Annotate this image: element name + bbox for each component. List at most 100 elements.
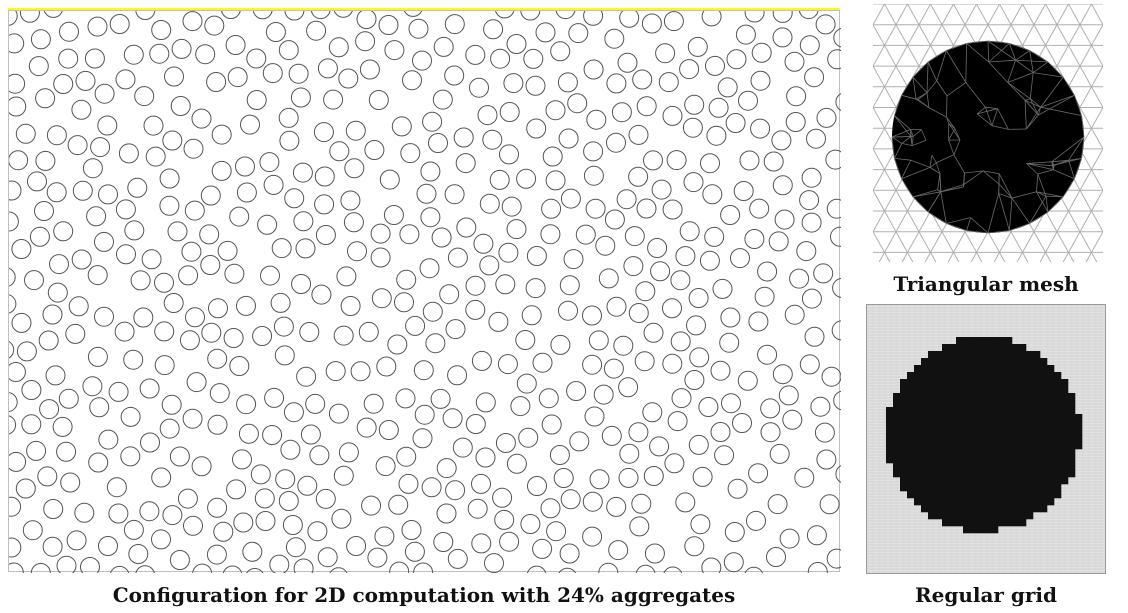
aggregate-circle [257, 214, 278, 235]
aggregate-circle [108, 381, 129, 402]
aggregate-circle [16, 341, 37, 362]
aggregate-circle [24, 270, 44, 291]
aggregate-circle [208, 298, 228, 319]
regular-grid-figure [867, 305, 1105, 573]
aggregate-circle [744, 229, 765, 249]
aggregate-circle [433, 36, 454, 57]
aggregate-circle [278, 107, 299, 128]
aggregate-circle [82, 158, 103, 179]
aggregate-circle [86, 206, 107, 227]
aggregate-circle [545, 100, 566, 121]
aggregate-circle [662, 298, 682, 319]
aggregate-circle [106, 477, 127, 498]
aggregate-circle [398, 473, 419, 494]
aggregate-circle [766, 547, 786, 567]
aggregate-circle [21, 414, 42, 435]
aggregate-circle [566, 381, 587, 401]
aggregate-circle [236, 295, 256, 316]
aggregate-circle [618, 377, 639, 398]
aggregate-circle [283, 402, 304, 423]
aggregate-circle [167, 221, 188, 242]
aggregate-circle [675, 492, 696, 513]
aggregate-circle [439, 284, 460, 305]
aggregate-circle [799, 35, 820, 56]
aggregate-circle [88, 452, 109, 473]
aggregate-circle [515, 330, 536, 350]
aggregate-circle [11, 312, 32, 333]
aggregate-circle [826, 548, 841, 569]
aggregate-circle [82, 376, 103, 397]
aggregate-circle [163, 293, 184, 313]
aggregate-circle [757, 261, 778, 282]
aggregate-circle [71, 99, 92, 120]
aggregate-circle [46, 125, 67, 146]
aggregate-circle [559, 275, 580, 296]
aggregate-circle [682, 117, 703, 138]
aggregate-circle [692, 466, 713, 487]
aggregate-circle [667, 411, 688, 432]
aggregate-circle [177, 488, 198, 509]
aggregate-circle [43, 499, 64, 519]
aggregate-circle [782, 409, 803, 430]
aggregate-circle [262, 425, 283, 445]
aggregate-circle [9, 415, 17, 435]
aggregate-circle [558, 300, 578, 321]
aggregate-circle [471, 350, 492, 371]
aggregate-circle [662, 353, 683, 374]
aggregate-circle [422, 301, 443, 322]
aggregate-circle [699, 250, 720, 271]
aggregate-circle [236, 394, 257, 415]
aggregate-circle [717, 77, 738, 98]
aggregate-circle [540, 224, 561, 245]
aggregate-circle [455, 153, 476, 174]
aggregate-circle [15, 123, 36, 144]
aggregate-circle [211, 160, 232, 181]
aggregate-circle [140, 432, 160, 453]
aggregate-circle [403, 11, 423, 17]
aggregate-circle [49, 254, 69, 275]
aggregate-circle [475, 392, 496, 413]
aggregate-circle [804, 67, 825, 88]
aggregate-circle [68, 296, 89, 317]
aggregate-circle [606, 73, 627, 94]
aggregate-circle [727, 478, 748, 499]
aggregate-circle [252, 11, 273, 20]
aggregate-circle [207, 414, 228, 435]
aggregate-circle [595, 235, 616, 256]
aggregate-circle [488, 311, 509, 332]
aggregate-circle [670, 331, 691, 352]
aggregate-circle [643, 466, 664, 486]
aggregate-circle [254, 488, 275, 509]
aggregate-circle [499, 144, 519, 165]
aggregate-circle [87, 265, 108, 286]
aggregate-circle [278, 491, 299, 511]
aggregate-circle [748, 311, 769, 332]
aggregate-circle [810, 396, 831, 417]
aggregate-circle [259, 152, 280, 173]
aggregate-circle [183, 515, 203, 536]
aggregate-circle [619, 443, 640, 464]
aggregate-circle [560, 188, 581, 209]
aggregate-circle [520, 514, 541, 534]
aggregate-circle [169, 550, 190, 570]
aggregate-circle [162, 505, 183, 526]
aggregate-circle [315, 488, 336, 509]
aggregate-circle [75, 70, 96, 91]
aggregate-circle [154, 272, 174, 293]
aggregate-circle [774, 209, 795, 230]
aggregate-circle [207, 497, 228, 518]
aggregate-circle [526, 565, 547, 573]
aggregate-circle [705, 55, 725, 76]
aggregate-circle [238, 423, 259, 444]
aggregate-circle [663, 566, 683, 573]
aggregate-circle [211, 124, 232, 145]
aggregate-circle [789, 268, 810, 289]
aggregate-circle [532, 538, 553, 559]
aggregate-circle [447, 247, 468, 268]
aggregate-circle [338, 442, 359, 463]
aggregate-circle [473, 233, 494, 254]
aggregate-circle [84, 48, 105, 69]
aggregate-circle [262, 63, 283, 84]
aggregate-circle [297, 475, 318, 496]
aggregate-circle [501, 196, 522, 217]
